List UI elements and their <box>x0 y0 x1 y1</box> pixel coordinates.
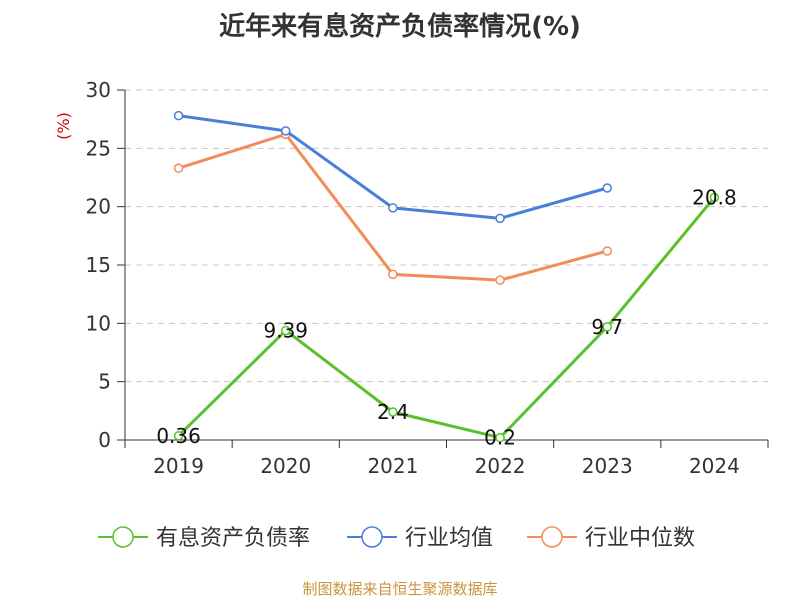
data-point <box>602 246 612 256</box>
legend-label: 行业均值 <box>405 526 493 551</box>
legend-label: 行业中位数 <box>585 526 695 551</box>
source-note: 制图数据来自恒生聚源数据库 <box>302 580 498 598</box>
y-tick-label: 10 <box>86 311 111 335</box>
legend: 有息资产负债率 行业均值 行业中位数 <box>98 526 695 551</box>
data-point <box>173 163 184 173</box>
data-labels: 0.36 9.39 2.4 0.2 9.7 20.8 <box>156 185 736 449</box>
data-point <box>173 110 184 121</box>
data-point <box>281 126 291 136</box>
y-tick-label: 5 <box>98 370 111 394</box>
series-line-1 <box>178 114 608 220</box>
data-point <box>388 407 398 417</box>
grid-lines <box>125 89 768 383</box>
data-point <box>281 325 291 336</box>
data-point <box>495 275 505 285</box>
series-line-0 <box>177 196 716 440</box>
x-tick-label: 2022 <box>475 454 526 478</box>
data-point <box>388 203 398 213</box>
axes: 0 5 10 15 20 25 30 (%) 2019 2020 2021 2022 2023 2024 <box>54 78 769 478</box>
data-point <box>602 183 612 193</box>
x-tick-label: 2020 <box>260 454 311 478</box>
y-tick-label: 15 <box>86 253 111 277</box>
data-label: 20.8 <box>692 185 737 209</box>
legend-marker <box>112 526 134 548</box>
x-tick-label: 2024 <box>689 454 740 478</box>
data-label: 9.7 <box>591 315 623 339</box>
series <box>173 110 720 443</box>
data-point <box>709 192 720 203</box>
x-tick-label: 2019 <box>153 454 204 478</box>
data-label: 0.2 <box>484 426 516 450</box>
x-tick-label: 2021 <box>367 454 418 478</box>
x-tick-label: 2023 <box>582 454 633 478</box>
data-label: 9.39 <box>263 318 308 342</box>
y-tick-label: 20 <box>86 195 111 219</box>
y-tick-label: 25 <box>86 136 111 160</box>
y-tick-label: 30 <box>86 78 111 102</box>
data-label: 2.4 <box>377 400 409 424</box>
chart-title: 近年来有息资产负债率情况(%) <box>219 12 581 42</box>
data-point <box>602 322 612 332</box>
legend-marker <box>541 526 563 548</box>
y-axis-unit: (%) <box>54 112 73 140</box>
data-label: 0.36 <box>156 424 201 448</box>
data-point <box>495 213 505 224</box>
legend-label: 有息资产负债率 <box>156 526 310 551</box>
data-point <box>173 431 184 441</box>
data-point <box>495 432 505 443</box>
legend-marker <box>361 526 383 548</box>
y-tick-label: 0 <box>98 428 111 452</box>
data-point <box>388 269 398 280</box>
